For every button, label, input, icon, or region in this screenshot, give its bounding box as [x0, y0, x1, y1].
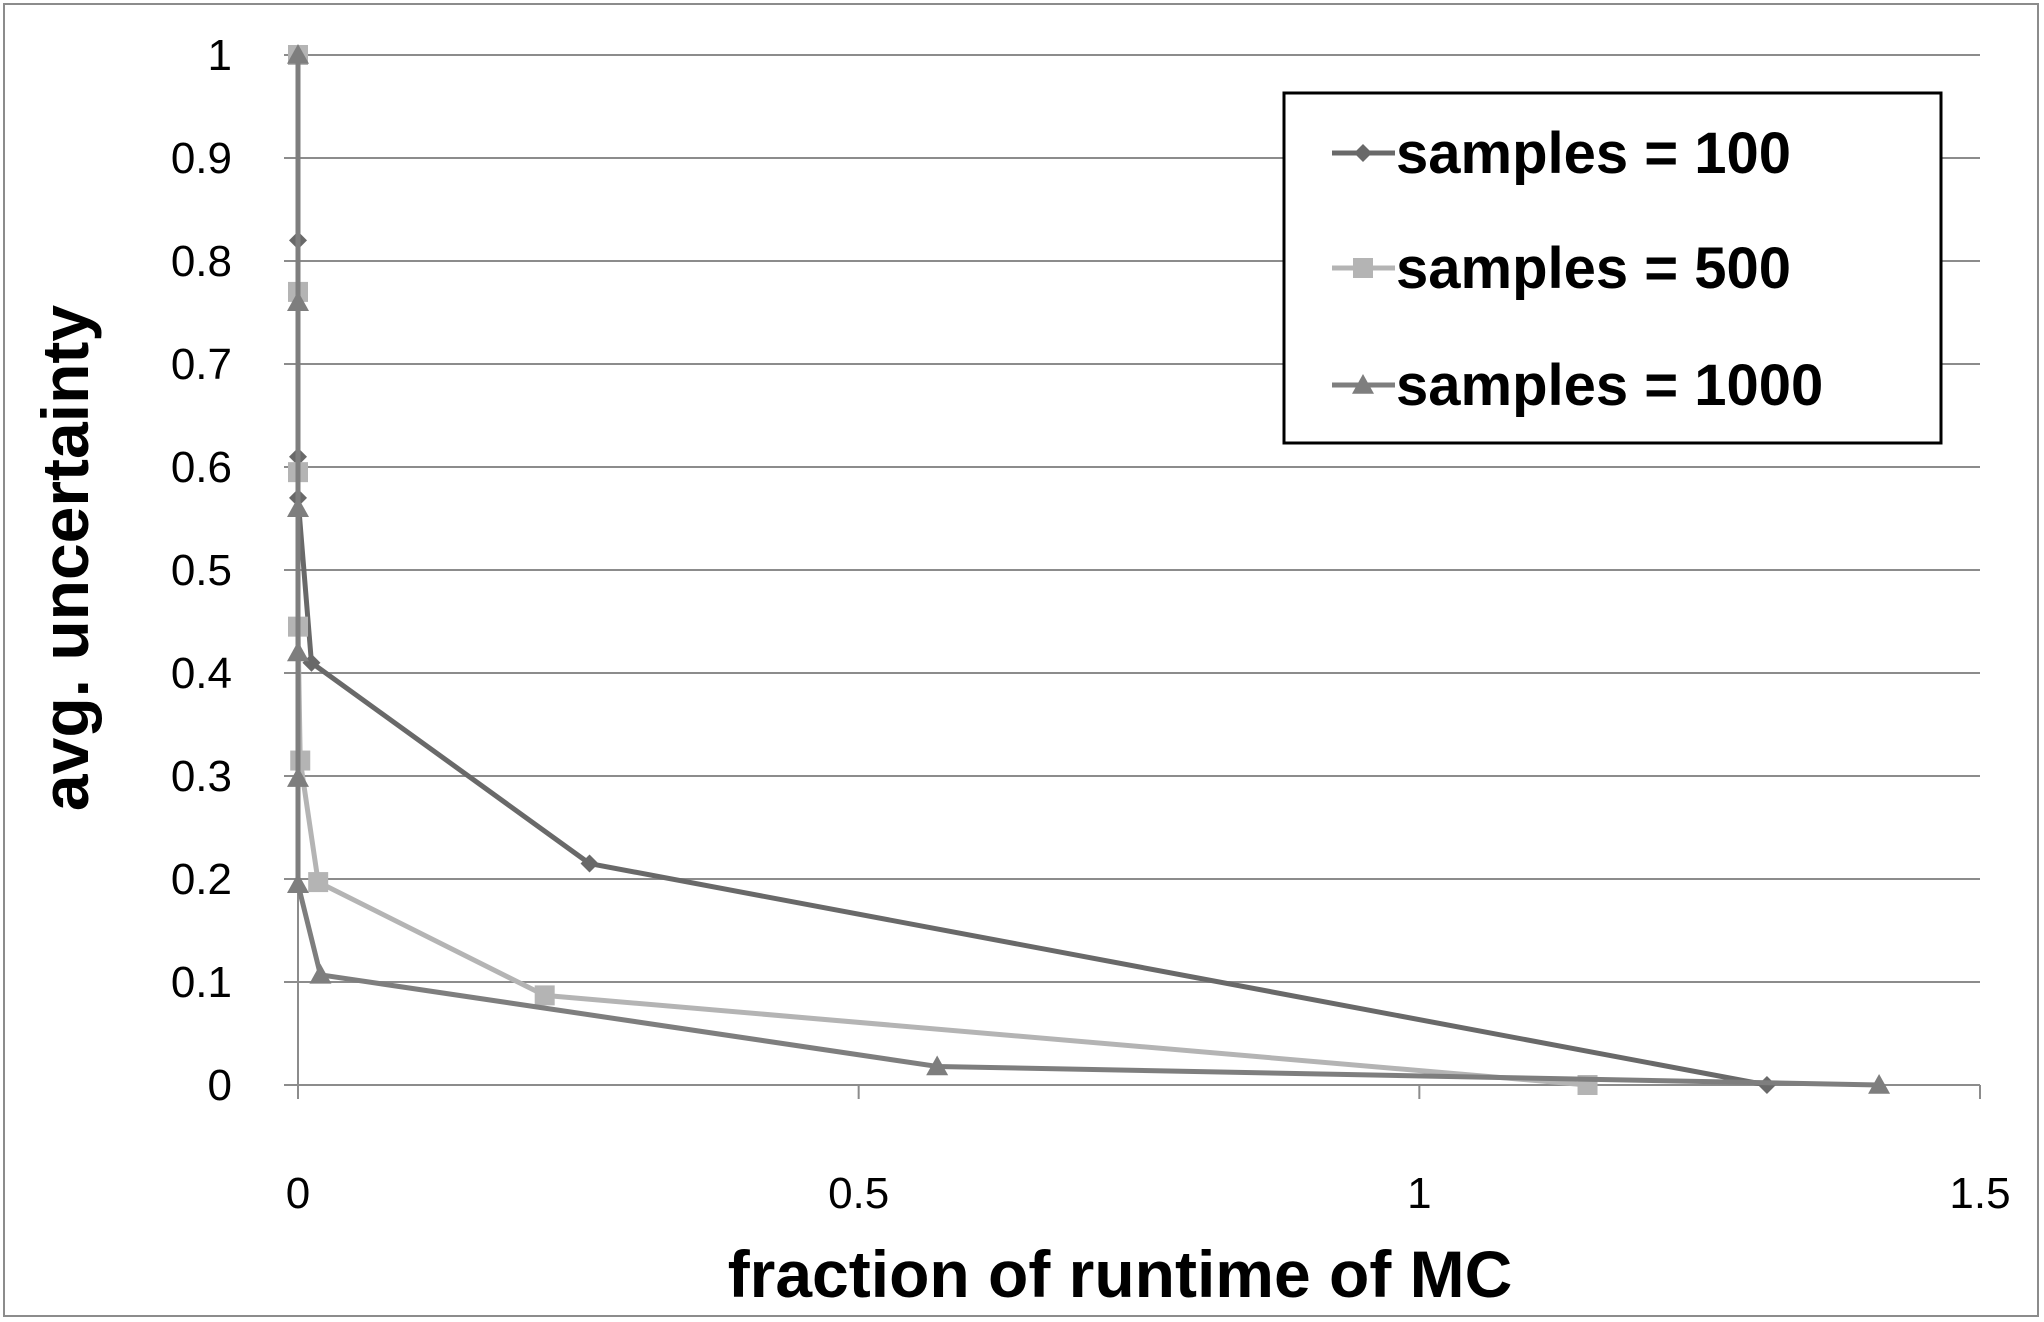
y-tick-label: 0.6 — [171, 443, 232, 492]
y-tick-label: 0.5 — [171, 546, 232, 595]
y-tick-label: 0.9 — [171, 134, 232, 183]
y-tick-label: 0.3 — [171, 752, 232, 801]
data-point — [309, 963, 332, 984]
data-point — [580, 854, 599, 873]
legend-marker — [1353, 258, 1373, 278]
legend-marker — [1352, 374, 1374, 394]
x-tick-label: 0.5 — [828, 1169, 889, 1218]
x-tick-label: 0 — [286, 1169, 310, 1218]
y-axis: 0 0.1 0.2 0.3 0.4 0.5 0.6 0.7 0.8 0.9 1 — [171, 31, 299, 1110]
legend-entry-2: samples = 500 — [1332, 236, 1791, 301]
legend: samples = 100 samples = 500 samples = 1000 — [1282, 91, 1943, 445]
data-point — [287, 641, 309, 662]
y-tick-label: 0.2 — [171, 855, 232, 904]
data-point — [287, 767, 309, 787]
data-point — [308, 872, 329, 893]
y-tick-label: 1 — [208, 31, 232, 80]
x-tick-label: 1.5 — [1949, 1169, 2010, 1218]
legend-entry-3: samples = 1000 — [1332, 353, 1823, 418]
y-tick-label: 0.4 — [171, 649, 232, 698]
y-axis-title: avg. uncertainty — [28, 305, 102, 811]
legend-label: samples = 100 — [1396, 121, 1791, 186]
data-point — [287, 44, 309, 64]
y-tick-label: 0.8 — [171, 237, 232, 286]
y-tick-label: 0.7 — [171, 340, 232, 389]
legend-label: samples = 1000 — [1396, 353, 1823, 418]
legend-label: samples = 500 — [1396, 236, 1791, 301]
x-axis-title: fraction of runtime of MC — [728, 1237, 1513, 1311]
data-point — [287, 873, 309, 893]
series-layer — [287, 44, 1891, 1095]
data-point — [287, 291, 309, 311]
data-point — [287, 497, 309, 517]
x-tick-label: 1 — [1407, 1169, 1431, 1218]
data-point — [926, 1055, 949, 1076]
legend-entry-1: samples = 100 — [1332, 121, 1791, 186]
data-point — [1868, 1074, 1891, 1094]
legend-marker — [1354, 144, 1372, 162]
series-3 — [287, 44, 1891, 1094]
y-tick-label: 0.1 — [171, 958, 232, 1007]
x-axis: 0 0.5 1 1.5 — [286, 1084, 2011, 1218]
y-tick-label: 0 — [208, 1061, 232, 1110]
data-point — [534, 985, 555, 1006]
